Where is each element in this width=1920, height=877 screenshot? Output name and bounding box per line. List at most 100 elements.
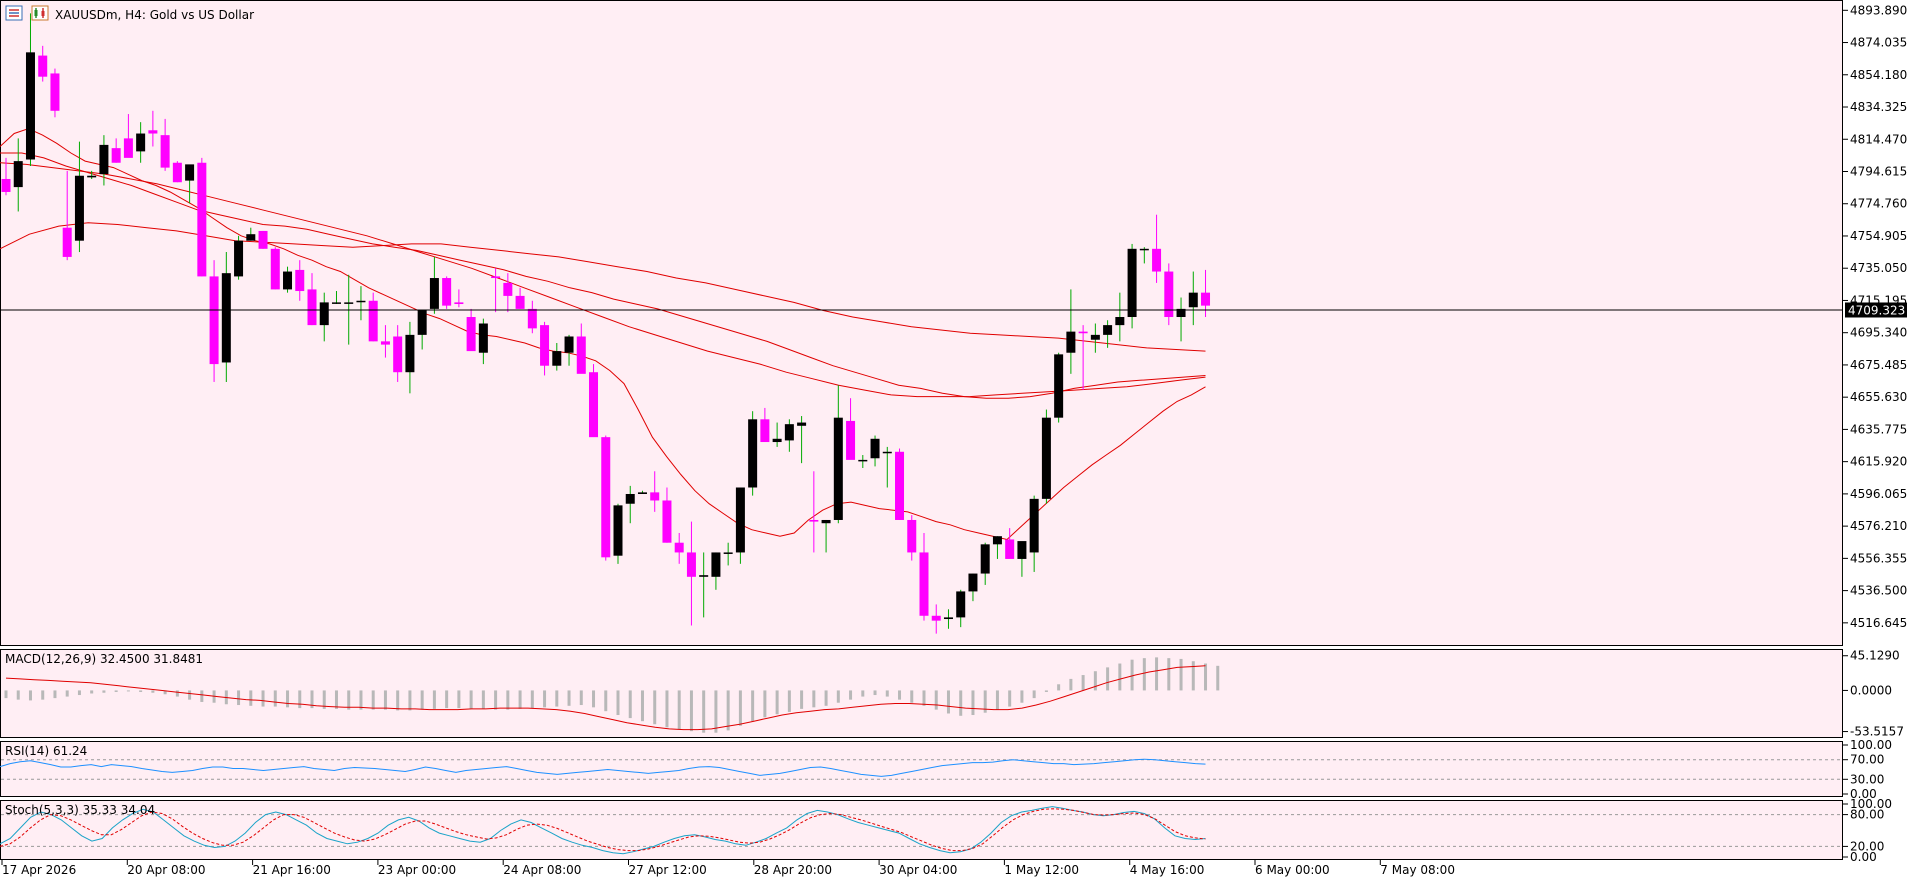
candle[interactable] bbox=[735, 487, 745, 564]
candle[interactable] bbox=[1115, 292, 1125, 342]
candle[interactable] bbox=[943, 609, 953, 629]
candle[interactable] bbox=[723, 542, 733, 566]
candle[interactable] bbox=[478, 318, 488, 365]
candle[interactable] bbox=[1005, 528, 1015, 559]
candle[interactable] bbox=[307, 273, 317, 326]
candle[interactable] bbox=[123, 114, 133, 158]
candle[interactable] bbox=[1078, 325, 1088, 391]
candle[interactable] bbox=[858, 455, 868, 469]
candle[interactable] bbox=[784, 419, 794, 452]
candle[interactable] bbox=[870, 435, 880, 467]
candle[interactable] bbox=[38, 45, 48, 82]
candle[interactable] bbox=[711, 552, 721, 590]
candle[interactable] bbox=[637, 490, 647, 494]
candle[interactable] bbox=[919, 532, 929, 621]
candle[interactable] bbox=[258, 230, 268, 249]
candle[interactable] bbox=[968, 573, 978, 602]
candle[interactable] bbox=[417, 310, 427, 350]
candle[interactable] bbox=[1127, 243, 1137, 329]
candle[interactable] bbox=[1029, 495, 1039, 572]
candle[interactable] bbox=[1041, 409, 1051, 504]
candle[interactable] bbox=[491, 268, 501, 313]
candle[interactable] bbox=[797, 416, 807, 464]
candle[interactable] bbox=[221, 252, 231, 382]
candle[interactable] bbox=[136, 122, 146, 163]
candle[interactable] bbox=[160, 118, 170, 171]
candle[interactable] bbox=[503, 273, 513, 313]
stoch-panel-bg[interactable] bbox=[0, 800, 1843, 860]
candle[interactable] bbox=[87, 170, 97, 179]
candles[interactable] bbox=[1, 13, 1211, 634]
candle[interactable] bbox=[1054, 352, 1064, 423]
macd-panel-bg[interactable] bbox=[0, 649, 1843, 738]
candle[interactable] bbox=[148, 110, 158, 147]
candle[interactable] bbox=[234, 235, 244, 280]
candle[interactable] bbox=[980, 542, 990, 585]
candle[interactable] bbox=[429, 256, 439, 314]
candle[interactable] bbox=[895, 448, 905, 520]
candle[interactable] bbox=[1164, 263, 1174, 326]
chart-type-icon[interactable] bbox=[31, 5, 49, 21]
candle[interactable] bbox=[686, 521, 696, 626]
candle[interactable] bbox=[13, 138, 23, 212]
candle[interactable] bbox=[846, 398, 856, 460]
candle[interactable] bbox=[882, 446, 892, 488]
candle[interactable] bbox=[111, 138, 121, 163]
candle[interactable] bbox=[1066, 289, 1076, 374]
candle[interactable] bbox=[625, 485, 635, 524]
candle[interactable] bbox=[699, 552, 709, 618]
candle[interactable] bbox=[772, 422, 782, 447]
candle[interactable] bbox=[405, 321, 415, 394]
candle[interactable] bbox=[1176, 297, 1186, 342]
candle[interactable] bbox=[99, 135, 109, 186]
candle[interactable] bbox=[821, 519, 831, 553]
candle[interactable] bbox=[515, 287, 525, 309]
candle[interactable] bbox=[197, 157, 207, 277]
candle[interactable] bbox=[1, 157, 11, 196]
candle[interactable] bbox=[662, 487, 672, 543]
candle[interactable] bbox=[674, 532, 684, 564]
candle[interactable] bbox=[25, 13, 35, 166]
candle[interactable] bbox=[62, 170, 72, 261]
candle[interactable] bbox=[956, 589, 966, 628]
candle[interactable] bbox=[356, 286, 366, 321]
candle[interactable] bbox=[809, 471, 819, 553]
candle[interactable] bbox=[172, 161, 182, 183]
candle[interactable] bbox=[380, 325, 390, 358]
candle[interactable] bbox=[74, 141, 84, 253]
candle[interactable] bbox=[1103, 320, 1113, 348]
candle[interactable] bbox=[1201, 269, 1211, 318]
candle[interactable] bbox=[1090, 323, 1100, 353]
candle[interactable] bbox=[319, 292, 329, 342]
candle[interactable] bbox=[185, 164, 195, 204]
candle[interactable] bbox=[576, 323, 586, 374]
candle[interactable] bbox=[748, 411, 758, 496]
candle[interactable] bbox=[564, 334, 574, 366]
candle[interactable] bbox=[613, 503, 623, 564]
candle[interactable] bbox=[589, 364, 599, 438]
candle[interactable] bbox=[552, 342, 562, 371]
candle[interactable] bbox=[907, 515, 917, 561]
candle[interactable] bbox=[331, 291, 341, 305]
symbol-list-icon[interactable] bbox=[5, 5, 23, 21]
candle[interactable] bbox=[1152, 214, 1162, 283]
candle[interactable] bbox=[760, 407, 770, 443]
candle[interactable] bbox=[527, 300, 537, 334]
candle[interactable] bbox=[393, 325, 403, 382]
candle[interactable] bbox=[454, 289, 464, 308]
candle[interactable] bbox=[246, 227, 256, 241]
main-panel-bg[interactable] bbox=[0, 0, 1843, 646]
candle[interactable] bbox=[50, 68, 60, 118]
candle[interactable] bbox=[540, 321, 550, 376]
candle[interactable] bbox=[650, 471, 660, 512]
rsi-panel-bg[interactable] bbox=[0, 741, 1843, 797]
candle[interactable] bbox=[209, 260, 219, 382]
candle[interactable] bbox=[601, 435, 611, 561]
candle[interactable] bbox=[295, 260, 305, 301]
candle[interactable] bbox=[931, 604, 941, 634]
candle[interactable] bbox=[368, 292, 378, 342]
candle[interactable] bbox=[1139, 247, 1149, 264]
candle[interactable] bbox=[992, 536, 1002, 559]
candle[interactable] bbox=[270, 247, 280, 290]
